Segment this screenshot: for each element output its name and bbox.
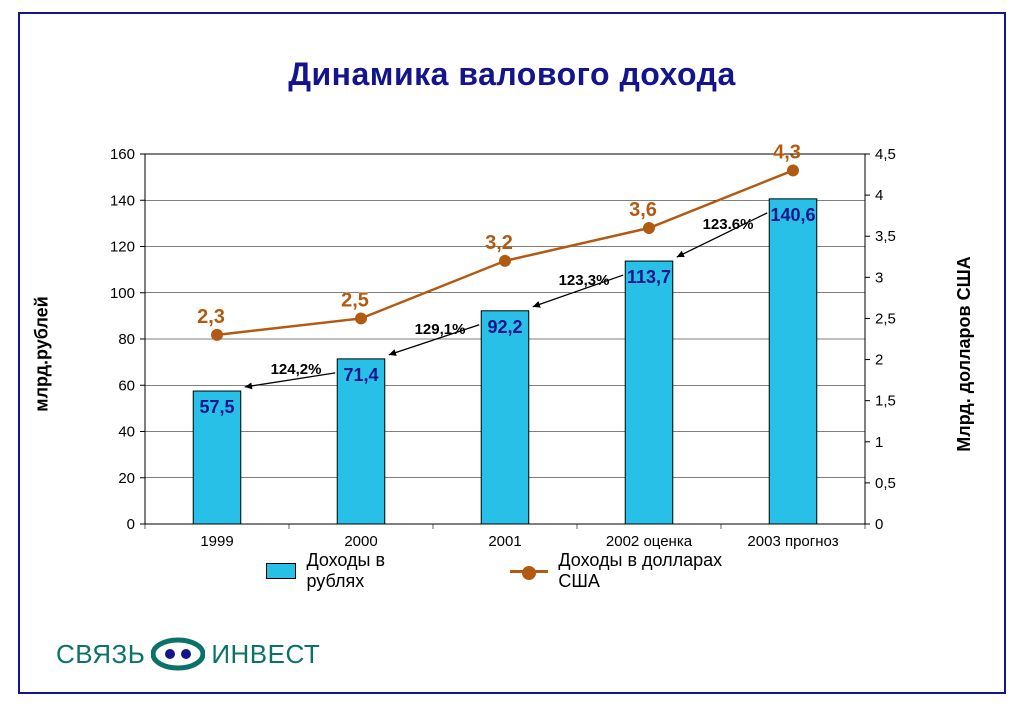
svg-text:1,5: 1,5: [875, 393, 896, 410]
svg-text:124,2%: 124,2%: [271, 361, 322, 378]
legend-swatch-line: [510, 570, 548, 573]
svg-text:2000: 2000: [344, 533, 377, 550]
logo-icon: [151, 634, 205, 674]
chart-svg: 0 20 40 60 80 100 120 140 160 0 0,5 1 1,5 2 2,5 3 3,5 4 4,…: [90, 144, 920, 564]
svg-text:0: 0: [127, 516, 135, 533]
slide-frame: Динамика валового дохода 020406080100120…: [18, 12, 1006, 694]
logo-text-left: СВЯЗЬ: [56, 639, 145, 670]
chart-area: 0 20 40 60 80 100 120 140 160 0 0,5 1 1,5 2 2,5 3 3,5 4 4,…: [90, 144, 920, 564]
company-logo: СВЯЗЬ ИНВЕСТ: [56, 634, 320, 674]
legend-swatch-bar: [266, 563, 296, 579]
svg-text:2,3: 2,3: [197, 306, 225, 328]
svg-text:1: 1: [875, 434, 883, 451]
svg-text:80: 80: [118, 331, 135, 348]
svg-text:4: 4: [875, 187, 883, 204]
svg-text:3,5: 3,5: [875, 228, 896, 245]
svg-text:71,4: 71,4: [343, 365, 378, 385]
svg-text:120: 120: [110, 239, 135, 256]
svg-text:140: 140: [110, 192, 135, 209]
svg-text:3,6: 3,6: [629, 199, 657, 221]
chart-title: Динамика валового дохода: [20, 56, 1004, 93]
svg-text:1999: 1999: [200, 533, 233, 550]
svg-text:100: 100: [110, 285, 135, 302]
y-right-axis-title: Млрд. долларов США: [954, 256, 975, 451]
logo-text-right: ИНВЕСТ: [211, 639, 320, 670]
svg-text:4,5: 4,5: [875, 146, 896, 163]
page: Динамика валового дохода 020406080100120…: [0, 0, 1024, 708]
svg-text:113,7: 113,7: [627, 267, 671, 287]
legend-bar-label: Доходы в рублях: [306, 550, 440, 592]
svg-text:129,1%: 129,1%: [415, 321, 466, 338]
svg-text:2003 прогноз: 2003 прогноз: [747, 533, 838, 550]
svg-text:92,2: 92,2: [487, 317, 522, 337]
legend-swatch-dot: [522, 566, 536, 580]
svg-text:40: 40: [118, 424, 135, 441]
y-left-axis-title: млрд.рублей: [32, 296, 53, 411]
svg-text:123,3%: 123,3%: [559, 272, 610, 289]
svg-text:0: 0: [875, 516, 883, 533]
svg-text:140,6: 140,6: [770, 205, 815, 225]
legend-item-bars: Доходы в рублях: [266, 550, 440, 592]
svg-text:4,3: 4,3: [773, 144, 801, 163]
svg-text:60: 60: [118, 377, 135, 394]
svg-text:160: 160: [110, 146, 135, 163]
svg-text:0,5: 0,5: [875, 475, 896, 492]
svg-text:2: 2: [875, 352, 883, 369]
chart-legend: Доходы в рублях Доходы в долларах США: [266, 550, 758, 592]
svg-text:57,5: 57,5: [199, 397, 234, 417]
svg-text:20: 20: [118, 470, 135, 487]
legend-item-line: Доходы в долларах США: [510, 550, 758, 592]
svg-text:2001: 2001: [488, 533, 521, 550]
svg-text:2002 оценка: 2002 оценка: [606, 533, 693, 550]
svg-text:3: 3: [875, 269, 883, 286]
legend-line-label: Доходы в долларах США: [558, 550, 758, 592]
svg-text:2,5: 2,5: [341, 289, 369, 311]
svg-text:123.6%: 123.6%: [703, 216, 754, 233]
svg-text:2,5: 2,5: [875, 310, 896, 327]
svg-text:3,2: 3,2: [485, 232, 513, 254]
